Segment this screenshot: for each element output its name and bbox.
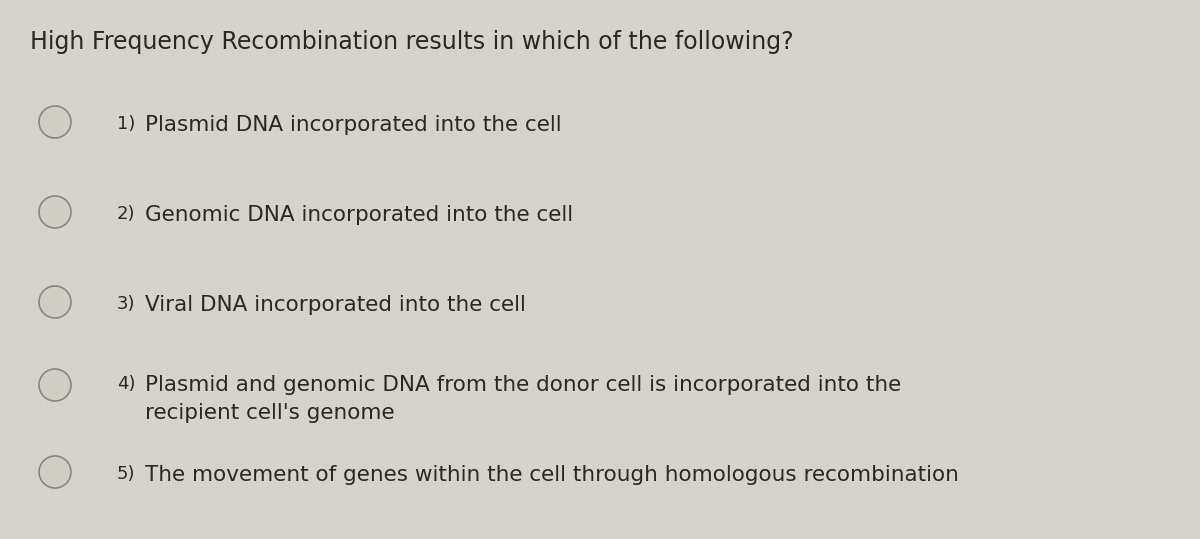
Circle shape [38, 286, 71, 318]
Text: Plasmid DNA incorporated into the cell: Plasmid DNA incorporated into the cell [145, 115, 562, 135]
Text: 3): 3) [118, 295, 136, 313]
Text: Plasmid and genomic DNA from the donor cell is incorporated into the
recipient c: Plasmid and genomic DNA from the donor c… [145, 375, 901, 423]
Circle shape [38, 196, 71, 228]
Circle shape [38, 456, 71, 488]
Text: Viral DNA incorporated into the cell: Viral DNA incorporated into the cell [145, 295, 526, 315]
Text: Genomic DNA incorporated into the cell: Genomic DNA incorporated into the cell [145, 205, 574, 225]
Text: High Frequency Recombination results in which of the following?: High Frequency Recombination results in … [30, 30, 793, 54]
Text: 1): 1) [118, 115, 136, 133]
Text: 5): 5) [118, 465, 136, 483]
Text: 2): 2) [118, 205, 136, 223]
Circle shape [38, 369, 71, 401]
Text: The movement of genes within the cell through homologous recombination: The movement of genes within the cell th… [145, 465, 959, 485]
Circle shape [38, 106, 71, 138]
Text: 4): 4) [118, 375, 136, 393]
